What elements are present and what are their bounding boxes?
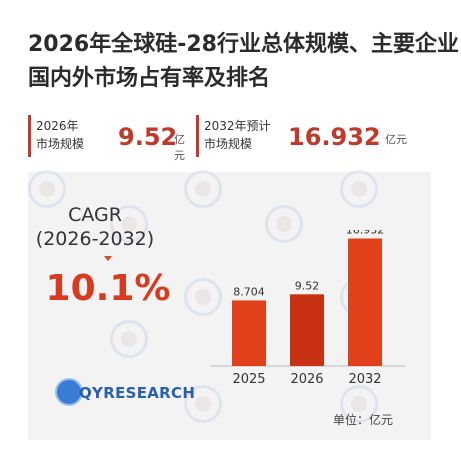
watermark-icon: [184, 385, 222, 423]
bar-2025: [232, 300, 266, 366]
qyresearch-logo-icon: [55, 378, 83, 406]
stat-accent-bar: [28, 115, 31, 157]
data-label: 9.52: [295, 279, 320, 292]
stat-accent-bar: [196, 115, 199, 157]
watermark-icon: [340, 170, 378, 208]
bar-chart: 8.704 2025 9.52 2026 16.932 2032: [210, 230, 405, 387]
cagr-label: CAGR: [68, 204, 122, 226]
qyresearch-logo: QYRESEARCH: [55, 378, 215, 408]
unit-note: 单位：亿元: [333, 413, 394, 427]
stat-2026-market-size: 2026年 市场规模 9.52 亿元: [28, 115, 188, 162]
x-tick-label: 2026: [290, 372, 323, 387]
watermark-icon: [184, 278, 222, 316]
stat-2032-market-size: 2032年预计 市场规模 16.932 亿元: [196, 115, 461, 157]
watermark-icon: [184, 170, 222, 208]
x-tick-label: 2032: [348, 372, 381, 387]
cagr-period: (2026-2032): [35, 228, 155, 250]
data-label: 8.704: [233, 285, 265, 298]
watermark-icon: [28, 170, 66, 208]
stat-unit: 亿元: [385, 133, 407, 146]
page-title: 2026年全球硅-28行业总体规模、主要企业国内外市场占有率及排名: [28, 32, 459, 91]
stat-value: 9.52: [118, 123, 178, 151]
logo-text: QYRESEARCH: [79, 384, 196, 402]
data-label: 16.932: [346, 230, 385, 237]
watermark-icon: [265, 205, 303, 243]
triangle-down-icon: [104, 256, 112, 261]
stat-label: 2026年 市场规模: [36, 119, 85, 151]
stat-label: 2032年预计 市场规模: [204, 119, 271, 151]
stat-unit: 亿元: [174, 133, 185, 162]
bar-2026: [290, 294, 324, 366]
stat-value: 16.932: [288, 123, 381, 151]
watermark-icon: [110, 205, 148, 243]
cagr-value: 10.1%: [45, 268, 171, 309]
watermark-icon: [110, 320, 148, 358]
bar-2032: [348, 238, 382, 366]
x-tick-label: 2025: [232, 372, 265, 387]
watermark-icon: [340, 385, 378, 423]
